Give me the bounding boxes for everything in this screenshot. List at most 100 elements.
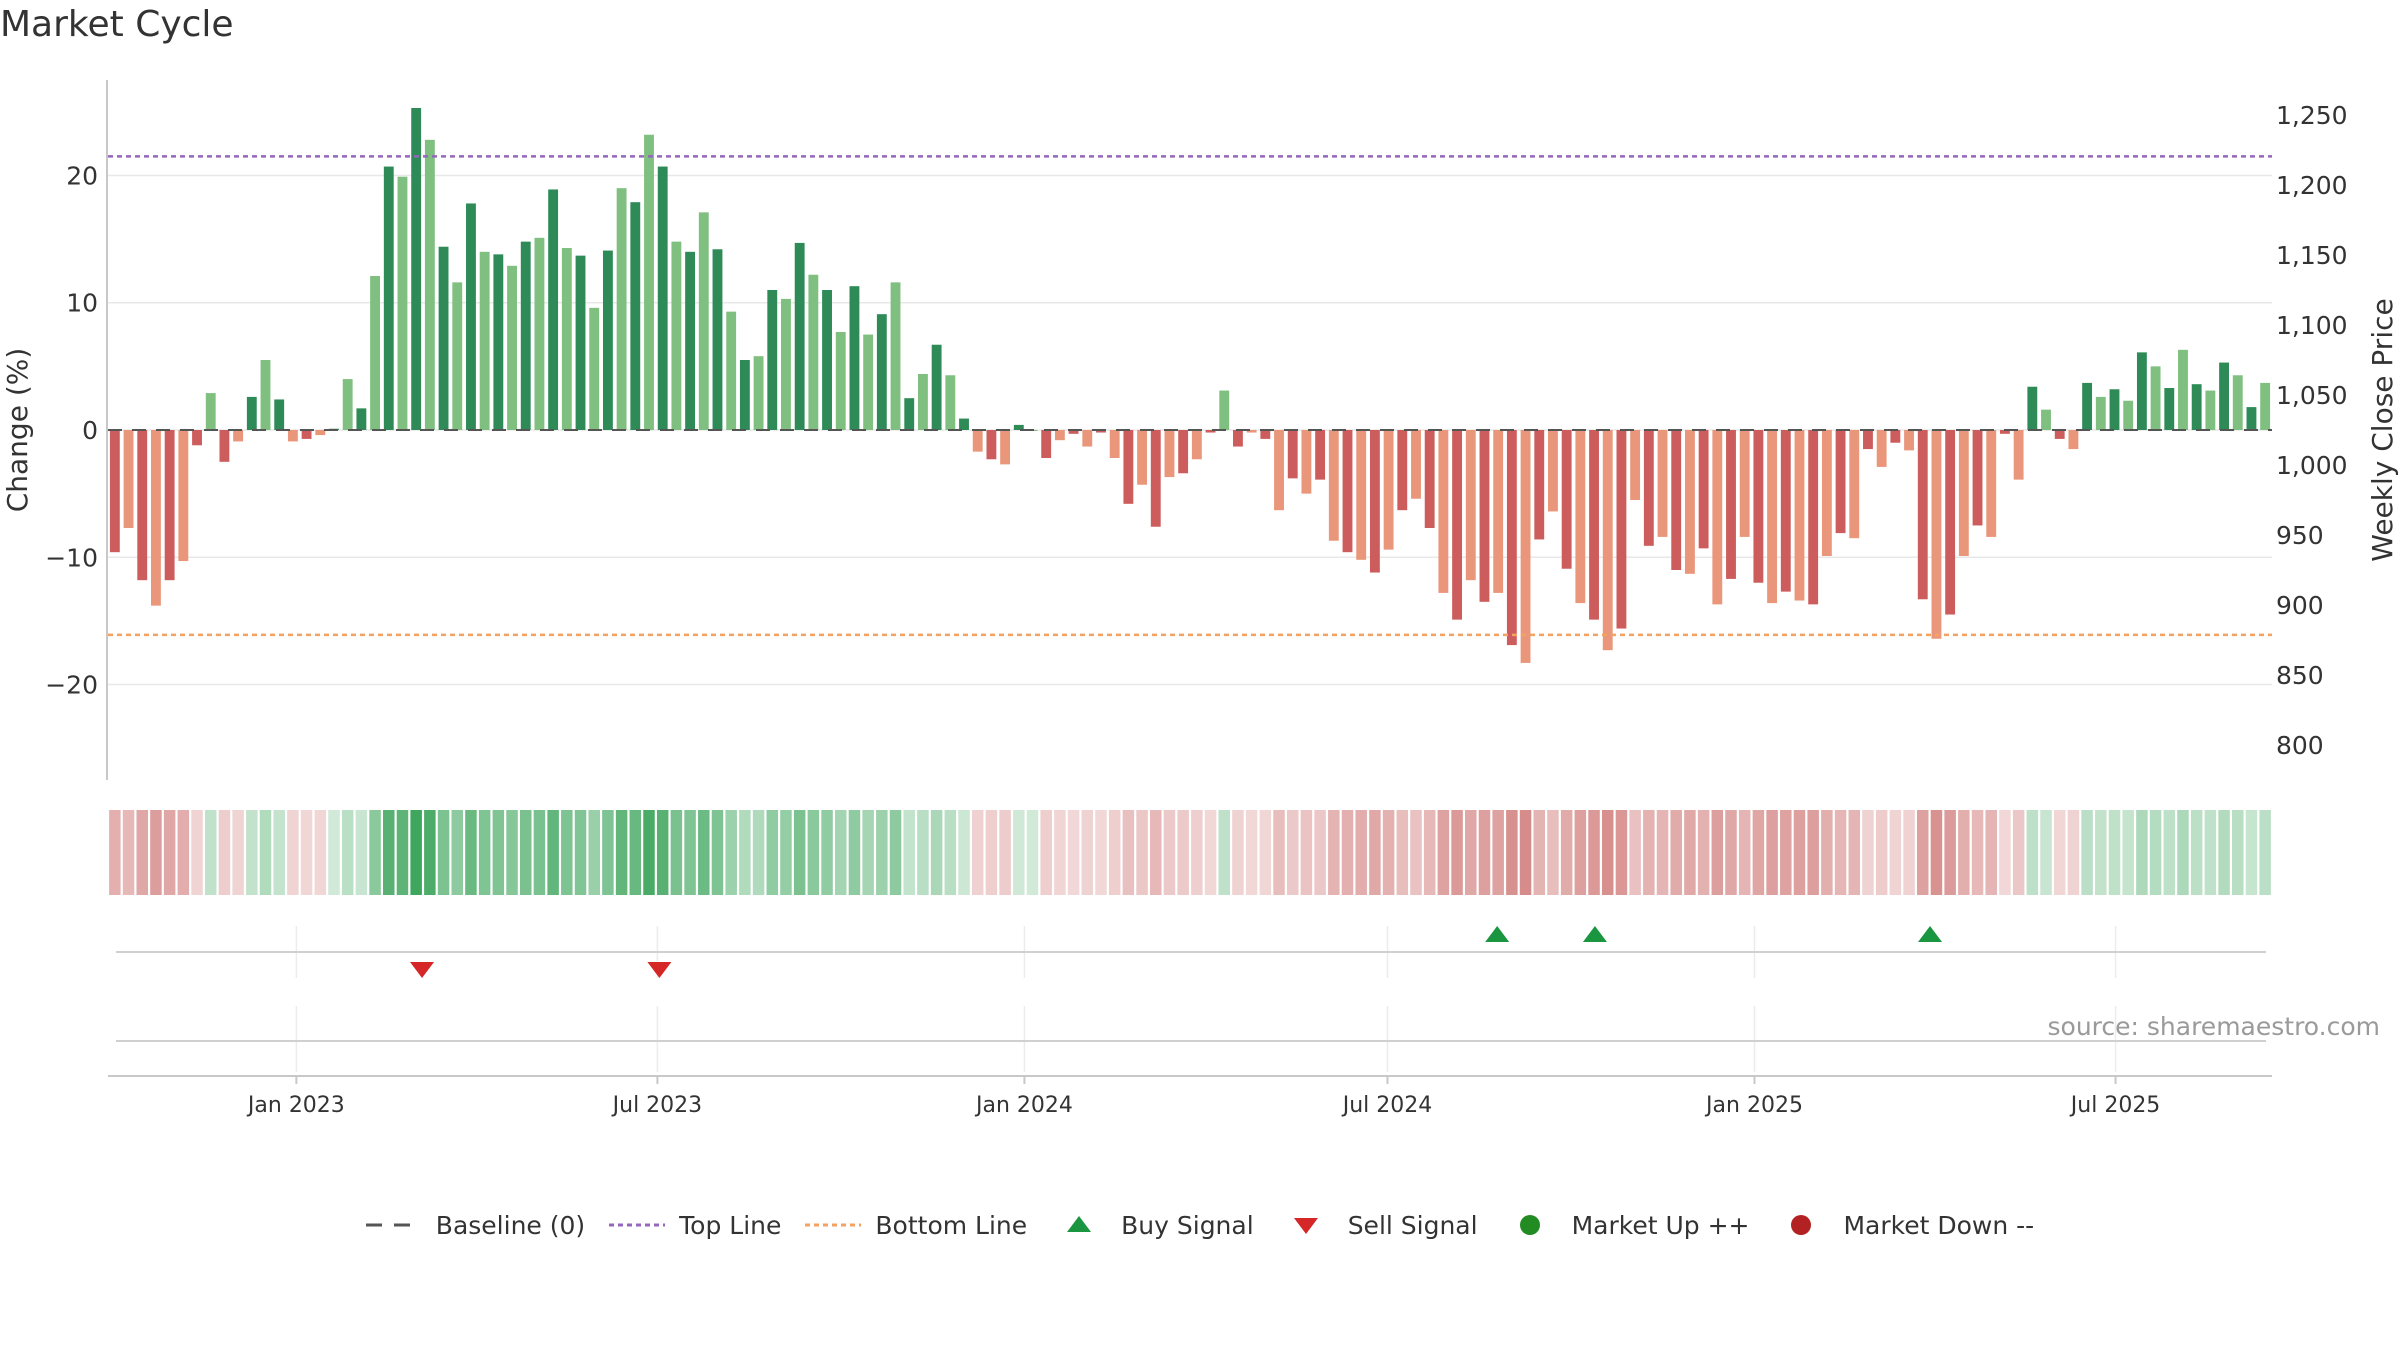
bar [137, 430, 148, 581]
heat-cell [739, 810, 751, 895]
heat-cell [958, 810, 970, 895]
legend-item-sell: Sell Signal [1278, 1210, 1478, 1240]
bar [1219, 390, 1230, 430]
heat-cell [424, 810, 436, 895]
bar [959, 418, 969, 430]
bar [1109, 430, 1120, 458]
bar [1575, 430, 1586, 604]
heat-cell [1355, 810, 1367, 895]
heat-cell [533, 810, 546, 895]
heat-cell [1848, 810, 1861, 895]
bar [1000, 430, 1011, 465]
heat-cell [383, 810, 395, 895]
bar [1630, 430, 1641, 500]
bar [1794, 430, 1805, 601]
heat-cell [1588, 810, 1600, 895]
heat-cell [1177, 810, 1189, 895]
heat-cell [410, 810, 422, 895]
bar [1890, 430, 1901, 443]
heat-cell [478, 810, 491, 895]
bar [493, 254, 504, 430]
bar [1712, 430, 1723, 605]
bar [1287, 430, 1298, 479]
heat-cell [109, 810, 121, 895]
x-tick-label: Jul 2024 [1341, 1093, 1433, 1118]
y2-tick-label: 1,100 [2276, 311, 2348, 340]
bar [1589, 430, 1599, 620]
bar [164, 430, 175, 581]
heat-cell [1163, 810, 1176, 895]
heat-cell [1574, 810, 1587, 895]
bar [479, 251, 490, 430]
heat-cell [1204, 810, 1217, 895]
heat-cell [2095, 810, 2107, 895]
y2-tick-label: 1,200 [2276, 171, 2348, 200]
bar [178, 430, 189, 562]
x-tick-label: Jan 2024 [974, 1093, 1073, 1118]
sell-signal-marker [647, 962, 672, 978]
legend-item-market-down: Market Down -- [1773, 1210, 2034, 1240]
heat-cell [1560, 810, 1573, 895]
heat-cell [834, 810, 847, 895]
bar [1493, 430, 1504, 593]
bar [1972, 430, 1983, 526]
bar [1616, 430, 1627, 629]
heat-cell [944, 810, 957, 895]
heat-cell [2177, 810, 2189, 895]
heat-cell [1218, 810, 1230, 895]
bar [1013, 424, 1024, 430]
heat-cell [1629, 810, 1641, 895]
bar [822, 290, 832, 430]
bar [1876, 430, 1887, 467]
bar [1315, 430, 1326, 480]
signal-panel [116, 926, 2266, 978]
y2-tick-label: 850 [2276, 661, 2324, 690]
bar [1520, 430, 1531, 663]
heat-cell [1916, 810, 1929, 895]
heat-cell [1821, 810, 1833, 895]
bar [109, 430, 120, 553]
heat-cell [1108, 810, 1121, 895]
bar [1164, 430, 1175, 478]
y-tick-label: 10 [66, 289, 98, 318]
bar [2123, 400, 2134, 430]
bar [438, 246, 449, 430]
bar [561, 248, 572, 430]
legend-label: Market Up ++ [1571, 1210, 1750, 1240]
heat-cell [1944, 810, 1956, 895]
bar [1767, 430, 1778, 604]
bar [1137, 430, 1147, 485]
legend-symbol [1519, 1215, 1540, 1235]
bar [411, 108, 422, 430]
heat-cell [1615, 810, 1628, 895]
y2-tick-label: 1,000 [2276, 451, 2348, 480]
heat-cell [1410, 810, 1422, 895]
bar [2082, 382, 2093, 430]
bar [726, 311, 737, 430]
heat-cell [1971, 810, 1984, 895]
heat-cell [1533, 810, 1546, 895]
y-tick-label: −20 [45, 671, 98, 700]
bar [1671, 430, 1682, 570]
heat-cell [287, 810, 299, 895]
bar [2205, 390, 2216, 430]
bar [534, 237, 545, 430]
heat-cell [1026, 810, 1039, 895]
heat-cell [2259, 810, 2271, 895]
bar [863, 334, 874, 430]
bar [1150, 430, 1161, 527]
heat-cell [136, 810, 148, 895]
heat-cell [615, 810, 628, 895]
bar [548, 189, 559, 430]
market-panel [116, 1006, 2266, 1072]
heat-cell [1725, 810, 1737, 895]
heat-cell [150, 810, 162, 895]
bar [671, 241, 682, 430]
heat-cell [725, 810, 737, 895]
bar [233, 430, 244, 442]
bar [849, 286, 860, 430]
heat-cell [1793, 810, 1806, 895]
bar [945, 375, 956, 430]
heat-cell [1656, 810, 1669, 895]
heat-cell [1807, 810, 1819, 895]
